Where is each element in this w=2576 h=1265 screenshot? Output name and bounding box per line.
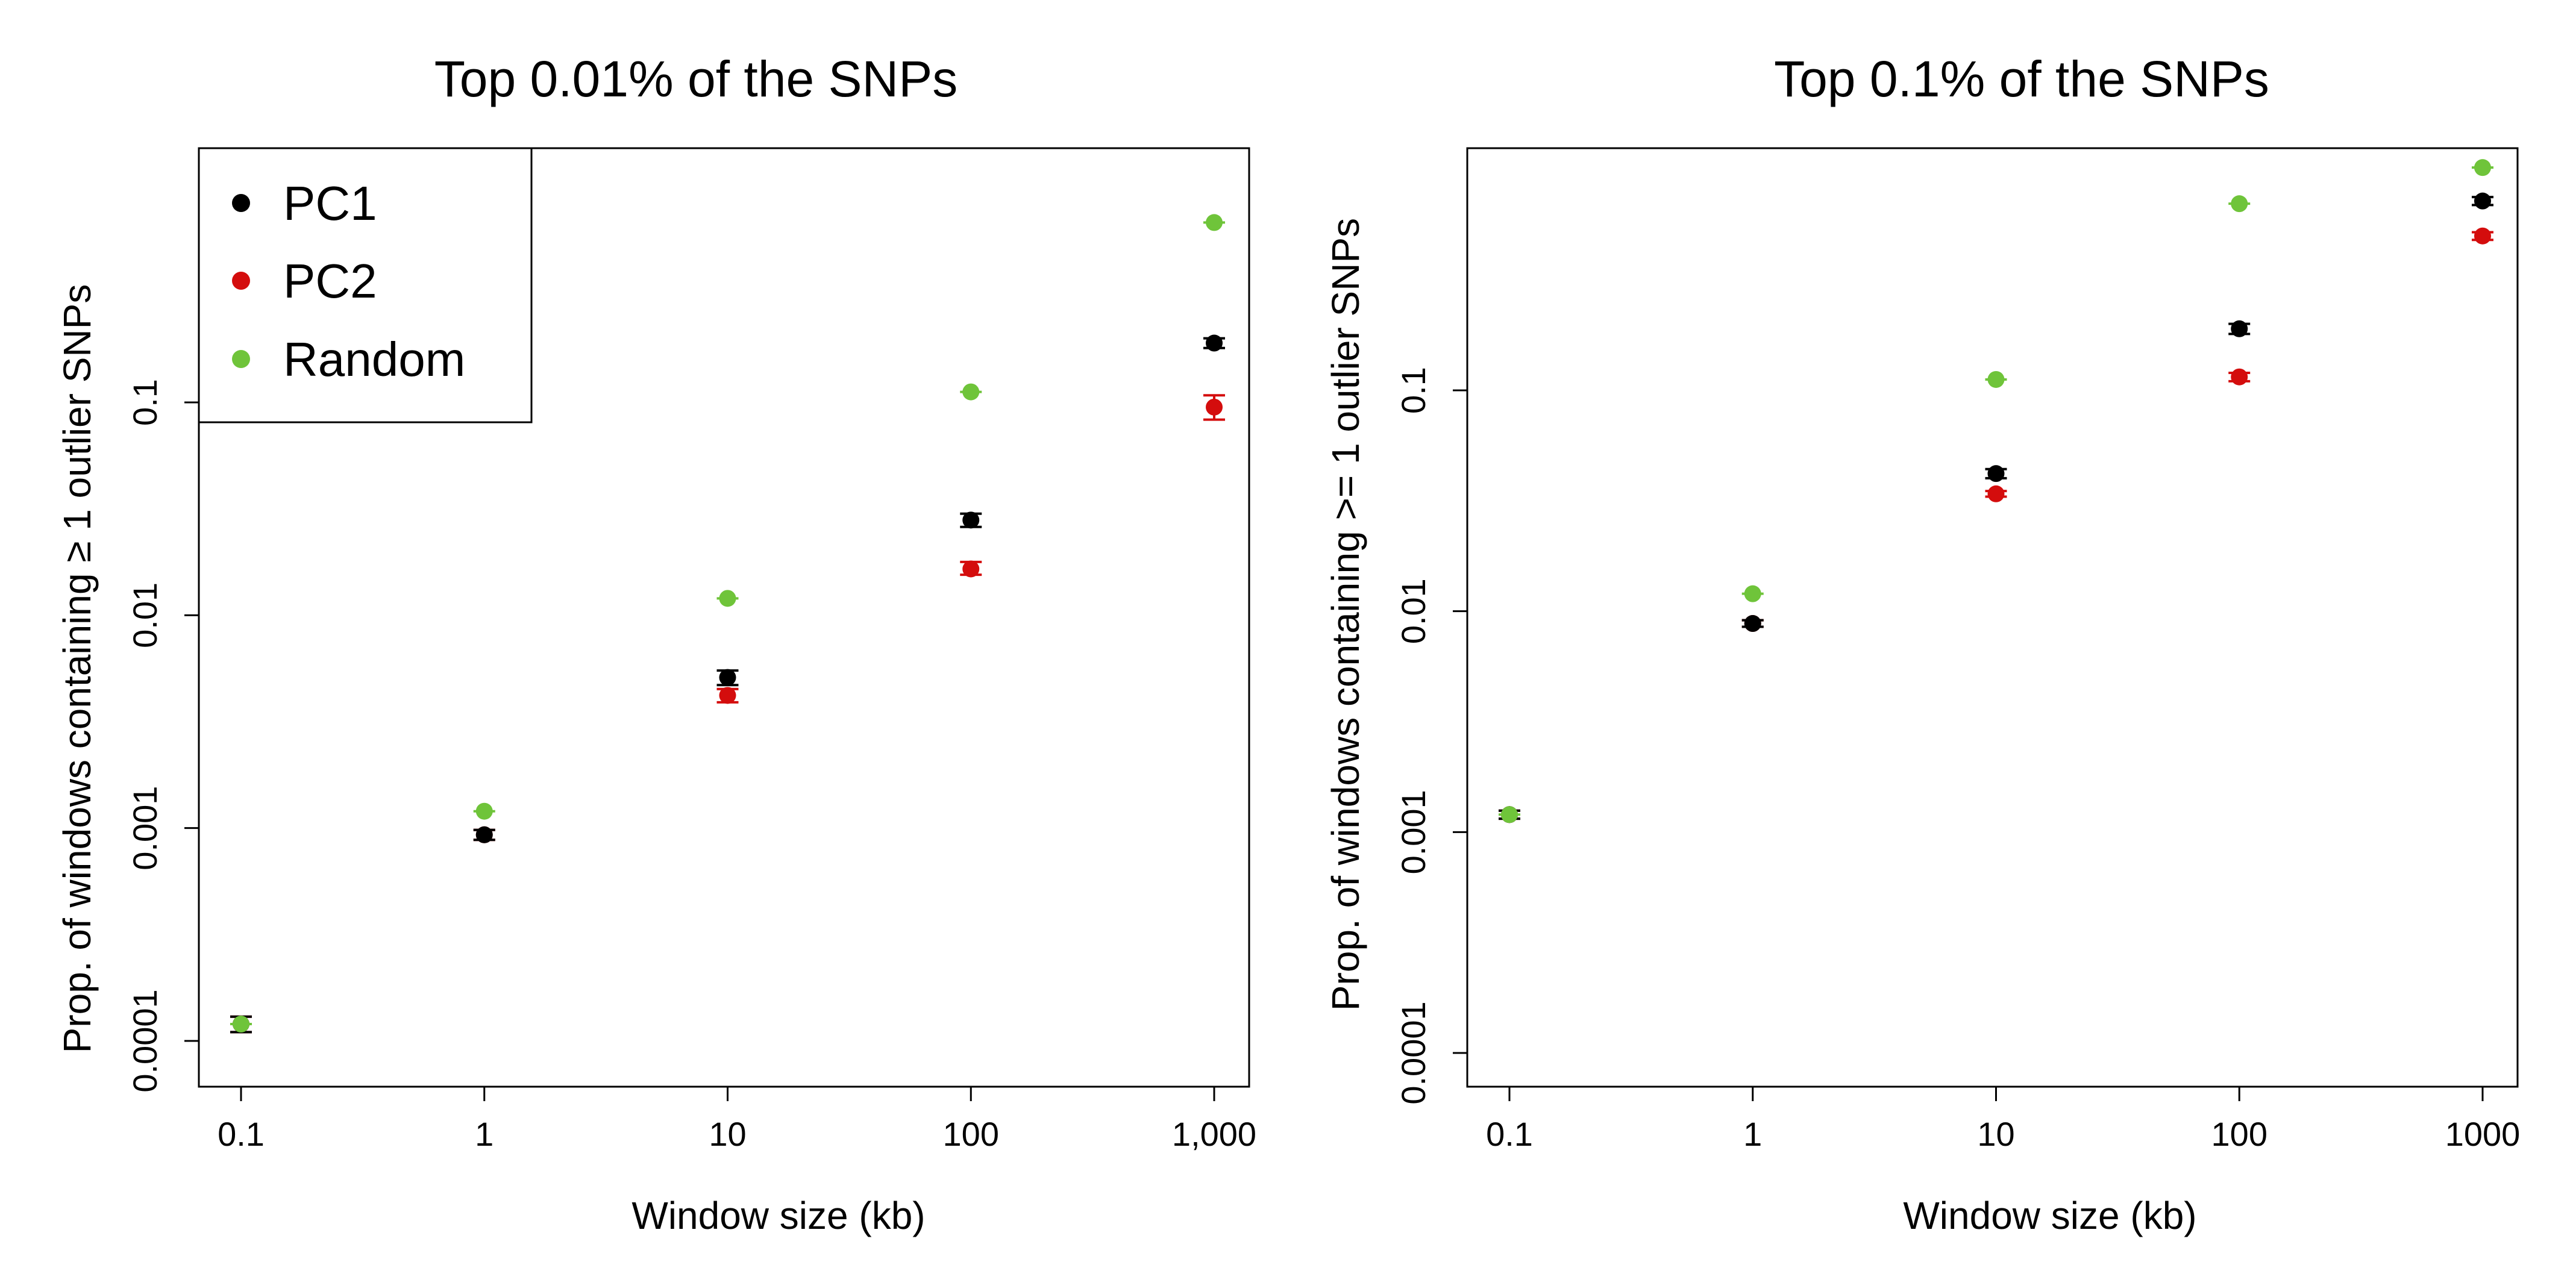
point-pc2: [1987, 485, 2005, 502]
point-pc2: [719, 687, 736, 704]
point-random: [2231, 195, 2248, 213]
point-random: [2474, 159, 2491, 176]
x-axis-label: Window size (kb): [1903, 1194, 2196, 1237]
point-random: [1206, 214, 1223, 231]
x-tick-label: 100: [2211, 1115, 2267, 1153]
point-pc2: [962, 560, 980, 578]
point-random: [1501, 806, 1518, 823]
point-pc2: [1206, 398, 1223, 416]
y-tick-label: 0.0001: [126, 989, 164, 1092]
y-axis-label: Prop. of windows containing >= 1 outlier…: [1324, 218, 1367, 1011]
chart-title: Top 0.1% of the SNPs: [1774, 51, 2269, 107]
point-pc1: [2231, 320, 2248, 337]
y-tick-label: 0.01: [126, 583, 164, 648]
point-pc2: [2474, 227, 2491, 245]
x-tick-label: 100: [943, 1115, 999, 1153]
point-random: [475, 802, 493, 820]
plot-frame: [1466, 147, 2519, 1088]
point-pc1: [1987, 465, 2005, 483]
plot-frame: [198, 147, 1250, 1088]
point-random: [233, 1016, 249, 1033]
x-tick-label: 1: [475, 1115, 494, 1153]
x-tick-label: 0.1: [218, 1115, 265, 1153]
x-tick-label: 1,000: [1172, 1115, 1256, 1153]
y-tick-label: 0.0001: [1394, 1001, 1432, 1104]
y-tick-label: 0.1: [126, 379, 164, 426]
y-tick-label: 0.001: [126, 786, 164, 870]
x-tick-label: 0.1: [1486, 1115, 1533, 1153]
legend-marker-pc1: [232, 194, 250, 212]
point-pc1: [1206, 334, 1223, 352]
point-pc1: [962, 511, 980, 529]
y-tick-label: 0.001: [1394, 790, 1432, 874]
point-random: [962, 383, 980, 401]
legend-marker-pc2: [232, 272, 250, 290]
point-random: [1744, 585, 1761, 602]
point-pc1: [2474, 192, 2491, 210]
y-tick-label: 0.1: [1394, 367, 1432, 414]
legend-label-pc2: PC2: [283, 254, 377, 308]
chart-panel-left: Top 0.01% of the SNPs Window size (kb) P…: [55, 51, 1256, 1237]
plot-marks: 0.1 1 10 100 1,000 0.0001 0.001 0.01 0.1: [126, 214, 1256, 1153]
x-tick-label: 1: [1743, 1115, 1762, 1153]
x-tick-label: 1000: [2445, 1115, 2521, 1153]
chart-panel-right: Top 0.1% of the SNPs Window size (kb) Pr…: [1324, 51, 2520, 1237]
point-pc2: [2231, 368, 2248, 386]
legend-box: [198, 147, 533, 423]
point-pc1: [1744, 615, 1761, 632]
point-random: [1987, 370, 2005, 388]
y-axis-label: Prop. of windows containing ≥ 1 outlier …: [55, 284, 99, 1054]
legend-label-pc1: PC1: [283, 176, 377, 230]
x-axis-label: Window size (kb): [631, 1194, 925, 1237]
y-tick-label: 0.01: [1394, 578, 1432, 644]
legend-label-random: Random: [283, 333, 465, 386]
plot-marks: 0.1 1 10 100 1000 0.0001 0.001 0.01 0.1: [1394, 159, 2520, 1153]
legend: PC1 PC2 Random: [198, 147, 533, 423]
x-tick-label: 10: [1977, 1115, 2014, 1153]
point-pc1: [475, 826, 493, 843]
legend-marker-random: [232, 350, 250, 368]
point-pc1: [719, 669, 736, 686]
chart-title: Top 0.01% of the SNPs: [434, 51, 958, 107]
x-tick-label: 10: [709, 1115, 746, 1153]
point-random: [719, 590, 736, 607]
